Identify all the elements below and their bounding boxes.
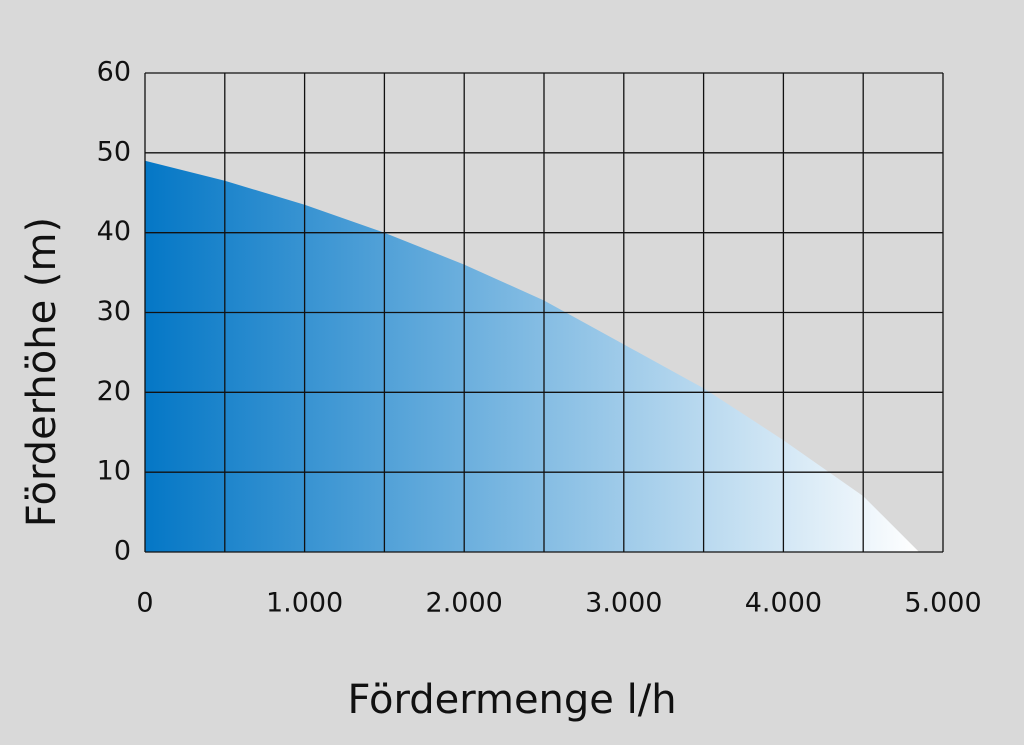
x-tick-label: 5.000	[904, 588, 981, 619]
y-tick-label: 10	[97, 456, 131, 487]
y-tick-label: 0	[114, 536, 131, 567]
x-tick-label: 4.000	[745, 588, 822, 619]
x-tick-label: 2.000	[426, 588, 503, 619]
area	[145, 160, 920, 553]
x-tick-label: 1.000	[266, 588, 343, 619]
y-tick-label: 20	[97, 376, 131, 407]
y-tick-label: 50	[97, 136, 131, 167]
y-tick-label: 40	[97, 216, 131, 247]
y-tick-label: 30	[97, 296, 131, 327]
y-axis-title: Förderhöhe (m)	[19, 217, 65, 527]
y-tick-label: 60	[97, 57, 131, 88]
x-axis-title: Fördermenge l/h	[347, 677, 676, 723]
x-tick-label: 0	[136, 588, 153, 619]
x-tick-label: 3.000	[585, 588, 662, 619]
